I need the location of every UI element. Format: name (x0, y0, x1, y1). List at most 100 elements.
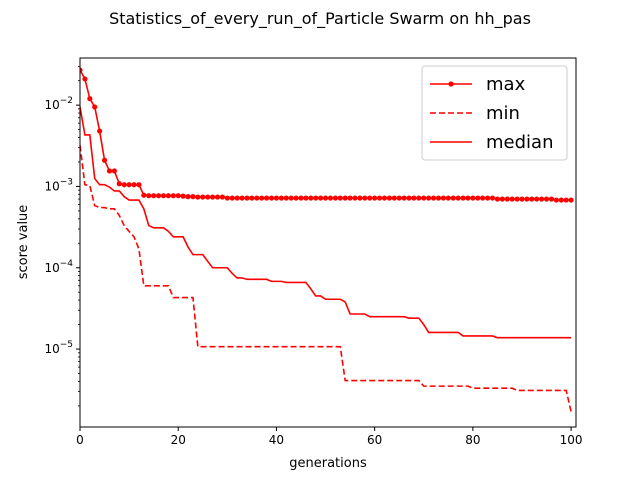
series-marker-max (563, 197, 569, 203)
series-marker-max (259, 195, 265, 201)
x-tick-label: 80 (465, 433, 480, 447)
series-marker-max (155, 193, 162, 199)
series-marker-max (229, 195, 235, 201)
legend-label-max: max (486, 74, 526, 95)
series-marker-max (494, 196, 501, 202)
series-marker-max (465, 195, 471, 201)
x-axis-ticks: 0 20 40 60 80 100 (76, 427, 583, 447)
series-marker-max (470, 195, 476, 201)
series-marker-max (426, 195, 432, 201)
series-marker-max (224, 195, 230, 201)
series-marker-max (499, 196, 505, 202)
series-marker-max (480, 195, 486, 201)
series-marker-max (519, 196, 525, 202)
series-marker-max (278, 195, 284, 201)
series-marker-max (445, 195, 451, 201)
series-marker-max (234, 195, 240, 201)
series-marker-max (82, 76, 88, 82)
series-marker-max (244, 195, 250, 201)
series-marker-max (111, 168, 117, 174)
series-marker-max (558, 197, 564, 203)
series-marker-max (268, 195, 275, 201)
x-axis-label: generations (289, 456, 367, 471)
series-marker-max (200, 194, 206, 200)
series-marker-max (185, 194, 191, 200)
series-marker-max (293, 195, 299, 201)
series-marker-max (430, 195, 437, 201)
series-marker-max (165, 193, 171, 199)
x-tick-label: 20 (171, 433, 186, 447)
series-marker-max (529, 196, 535, 202)
series-marker-max (298, 195, 304, 201)
series-marker-max (391, 195, 397, 201)
series-marker-max (209, 194, 216, 200)
series-marker-max (116, 181, 122, 187)
series-marker-max (332, 195, 338, 201)
series-marker-max (175, 193, 181, 199)
series-marker-max (553, 197, 559, 203)
series-marker-max (347, 195, 353, 201)
series-marker-max (126, 182, 132, 188)
series-marker-max (406, 195, 412, 201)
legend-marker-max (448, 81, 454, 87)
series-marker-max (87, 96, 93, 102)
series-marker-max (136, 182, 142, 188)
series-marker-max (421, 195, 427, 201)
series-marker-max (141, 192, 147, 198)
series-marker-max (146, 193, 152, 199)
series-marker-max (214, 194, 221, 200)
series-marker-max (396, 195, 402, 201)
x-tick-label: 60 (367, 433, 382, 447)
series-marker-max (514, 196, 520, 202)
series-marker-max (131, 182, 137, 188)
series-marker-max (254, 195, 260, 201)
series-marker-max (509, 196, 515, 202)
series-marker-max (205, 194, 211, 200)
series-marker-max (327, 195, 334, 201)
y-axis-ticks: 10−5 10−4 10−3 10−2 (44, 65, 80, 407)
series-marker-max (504, 196, 510, 202)
series-marker-max (151, 193, 157, 199)
series-marker-max (288, 195, 294, 201)
series-marker-max (352, 195, 358, 201)
series-marker-max (381, 195, 388, 201)
series-marker-max (190, 194, 196, 200)
series-marker-max (455, 195, 461, 201)
series-marker-max (401, 195, 407, 201)
series-marker-max (249, 195, 255, 201)
series-marker-max (372, 195, 378, 201)
series-marker-max (416, 195, 422, 201)
legend-label-min: min (486, 103, 520, 124)
series-marker-max (170, 193, 176, 199)
series-marker-max (97, 128, 103, 134)
series-marker-max (121, 182, 127, 188)
series-marker-max (435, 195, 442, 201)
series-line-median (80, 106, 572, 339)
series-marker-max (342, 195, 348, 201)
series-marker-max (548, 196, 555, 202)
series-marker-max (475, 195, 481, 201)
series-marker-max (386, 195, 392, 201)
series-marker-max (80, 67, 83, 73)
y-tick-label: 10−4 (44, 259, 73, 275)
series-marker-max (308, 195, 314, 201)
series-marker-max (219, 194, 226, 200)
series-marker-max (460, 195, 466, 201)
x-tick-label: 40 (269, 433, 284, 447)
legend-box (421, 65, 568, 161)
series-marker-max (568, 197, 574, 203)
y-tick-label: 10−5 (44, 340, 73, 356)
series-marker-max (264, 195, 270, 201)
series-marker-max (485, 195, 491, 201)
series-marker-max (318, 195, 324, 201)
chart-title: Statistics_of_every_run_of_Particle Swar… (109, 9, 531, 29)
plot-area (80, 67, 574, 412)
series-marker-max (376, 195, 383, 201)
series-line-min (80, 145, 572, 412)
series-marker-max (367, 195, 373, 201)
series-marker-max (411, 195, 417, 201)
series-marker-max (322, 195, 329, 201)
y-tick-label: 10−2 (44, 96, 73, 112)
y-axis-label: score value (16, 205, 31, 280)
